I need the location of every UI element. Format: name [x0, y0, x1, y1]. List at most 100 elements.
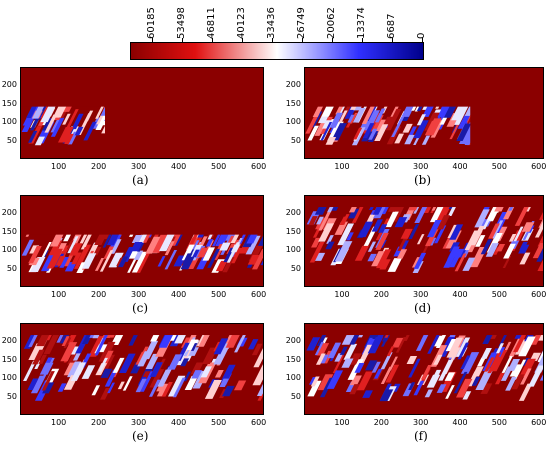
substrate-bottom	[21, 403, 263, 414]
grain	[67, 361, 82, 378]
grain	[107, 382, 115, 394]
grain	[99, 250, 114, 272]
grain	[349, 334, 360, 345]
x-tick-label: 500	[491, 290, 507, 299]
grain	[44, 114, 58, 133]
colorbar-tick-mark	[332, 38, 333, 42]
panel-c	[20, 195, 264, 287]
grain	[534, 221, 543, 238]
x-tick-label: 300	[413, 162, 429, 171]
grain-map-d	[305, 196, 543, 286]
grain	[174, 334, 187, 344]
grain	[307, 380, 322, 397]
grain	[320, 122, 333, 141]
grain	[41, 371, 55, 391]
grain	[485, 243, 499, 257]
grain	[514, 204, 531, 226]
grain	[332, 355, 345, 374]
grain	[103, 246, 116, 259]
grain	[454, 253, 467, 272]
grain	[453, 106, 469, 125]
substrate-side	[470, 68, 543, 158]
grain	[532, 242, 543, 259]
grain	[70, 346, 79, 355]
grain	[119, 353, 136, 374]
colorbar-tick-label: 26749	[296, 7, 307, 39]
grain	[424, 120, 440, 136]
grain-map-c	[21, 196, 263, 286]
grain	[316, 216, 324, 225]
panel-a	[20, 67, 264, 159]
x-tick-label: 600	[251, 290, 267, 299]
grain	[477, 357, 486, 367]
grain	[367, 241, 377, 252]
grain	[207, 248, 221, 268]
grain	[394, 133, 405, 144]
grain	[64, 262, 77, 272]
grain	[202, 347, 218, 364]
grain	[128, 333, 139, 346]
x-tick-label: 100	[334, 418, 350, 427]
grain	[104, 369, 118, 387]
grain	[252, 364, 263, 386]
grain	[30, 375, 46, 394]
panel-d	[304, 195, 544, 287]
grain	[421, 135, 431, 145]
grain	[519, 252, 531, 265]
grain	[65, 109, 79, 130]
grain	[327, 342, 342, 359]
grain	[186, 339, 199, 351]
grain	[353, 127, 363, 140]
grain	[208, 379, 216, 388]
grain	[27, 130, 38, 143]
x-tick-label: 100	[334, 290, 350, 299]
grain	[475, 235, 486, 247]
grain	[537, 351, 543, 363]
grain	[362, 390, 373, 398]
grain	[371, 361, 381, 373]
grain	[371, 219, 384, 232]
y-tick-label: 100	[285, 373, 301, 383]
grain	[408, 382, 416, 390]
grain	[337, 223, 355, 246]
panel-caption: (a)	[132, 173, 149, 187]
grain	[117, 381, 125, 390]
grain	[21, 239, 35, 256]
grain	[365, 360, 378, 371]
grain	[100, 387, 111, 400]
grain-map-a	[21, 68, 263, 158]
grain	[452, 248, 465, 258]
grain	[427, 333, 441, 354]
grain	[219, 242, 231, 251]
grain	[480, 347, 492, 359]
grain	[181, 337, 191, 348]
grain-map-f	[305, 324, 543, 414]
x-tick-label: 400	[171, 162, 187, 171]
grain	[310, 376, 320, 387]
substrate-bottom	[305, 403, 543, 414]
x-tick-label: 200	[373, 290, 389, 299]
grain	[39, 362, 54, 375]
y-tick-label: 50	[6, 263, 17, 273]
grain	[354, 363, 365, 373]
grain	[339, 216, 348, 225]
grain	[518, 383, 533, 401]
grain	[395, 336, 407, 353]
grain	[251, 343, 263, 356]
grain	[108, 252, 124, 268]
grain	[484, 357, 495, 372]
y-tick-label: 50	[6, 135, 17, 145]
grain	[148, 379, 161, 397]
grain	[29, 117, 41, 131]
grain	[378, 224, 388, 233]
panel-caption: (f)	[414, 429, 428, 443]
panel-b	[304, 67, 544, 159]
panel-e	[20, 323, 264, 415]
grain	[502, 256, 512, 269]
grain	[472, 366, 484, 377]
grain	[317, 374, 334, 391]
grain	[471, 376, 481, 386]
grain	[339, 346, 348, 355]
grain	[520, 368, 532, 385]
x-tick-label: 300	[413, 418, 429, 427]
